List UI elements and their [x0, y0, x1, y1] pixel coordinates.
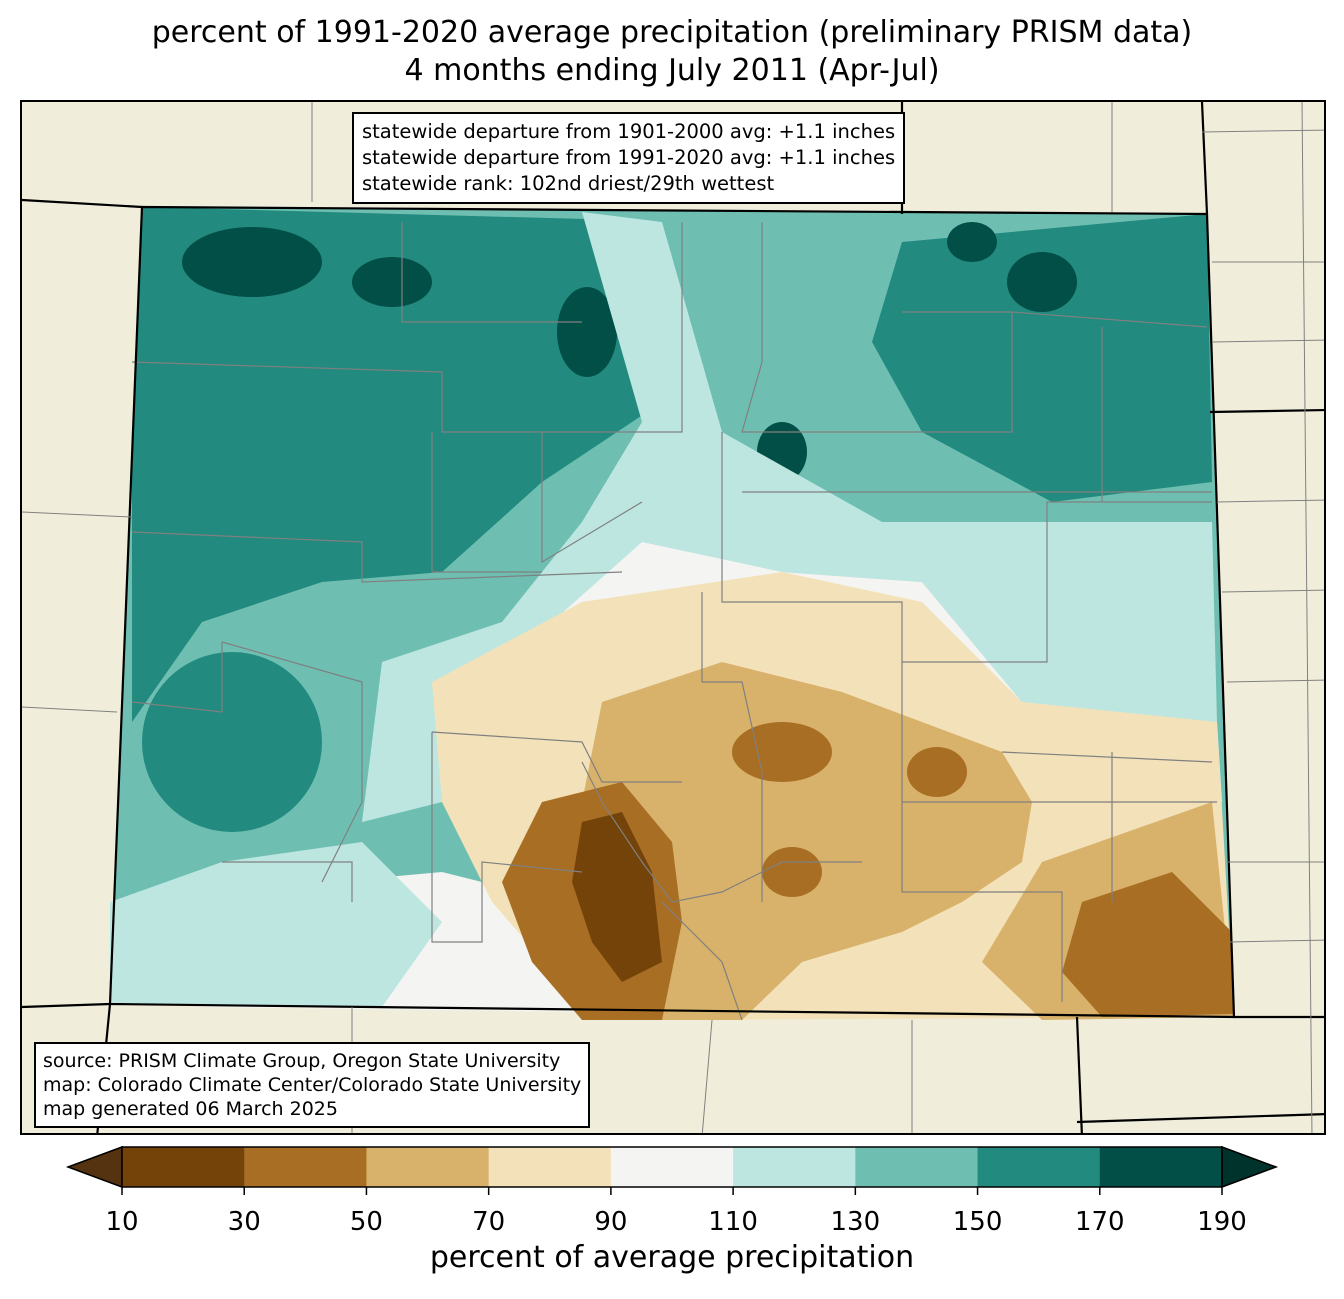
precip-fields [110, 207, 1234, 1020]
source-line-3: map generated 06 March 2025 [43, 1098, 338, 1120]
colorbar-label: percent of average precipitation [429, 1240, 915, 1275]
field-drier-4 [907, 747, 967, 797]
precipitation-map [22, 102, 1324, 1133]
colorbar-tick-label: 30 [228, 1207, 261, 1235]
field-wettest-5 [947, 222, 997, 262]
title-line-1: percent of 1991-2020 average precipitati… [151, 15, 1193, 50]
map-title: percent of 1991-2020 average precipitati… [0, 14, 1344, 90]
neighbor-county-lines [22, 102, 1324, 1133]
colorbar-bin-110-130 [733, 1147, 856, 1187]
field-wet-sw [142, 652, 322, 832]
colorbar-tick-label: 90 [594, 1207, 627, 1235]
colorbar-over-arrow [1221, 1145, 1279, 1189]
stats-line-2: statewide departure from 1991-2020 avg: … [362, 146, 896, 169]
field-wet-ne [872, 214, 1212, 502]
colorbar-under-arrow [65, 1145, 123, 1189]
field-drier-3 [732, 722, 832, 782]
field-light-wet-south [110, 842, 442, 1007]
field-wettest-1 [182, 227, 322, 297]
colorbar-bin-170-190 [1099, 1147, 1223, 1187]
colorbar-bin-50-70 [366, 1147, 490, 1187]
colorbar-ticks: 10 30 50 70 90 110 130 150 170 190 [105, 1187, 1247, 1235]
colorbar-tick-label: 50 [350, 1207, 383, 1235]
colorbar-bins [122, 1147, 1223, 1187]
stats-line-1: statewide departure from 1901-2000 avg: … [362, 120, 896, 143]
field-drier-5 [762, 847, 822, 897]
colorbar-tick-label: 170 [1075, 1207, 1125, 1235]
source-line-2: map: Colorado Climate Center/Colorado St… [43, 1074, 582, 1096]
colorbar-tick-label: 70 [472, 1207, 505, 1235]
colorbar-bin-150-170 [977, 1147, 1101, 1187]
colorbar-bin-90-110 [610, 1147, 734, 1187]
map-panel: statewide departure from 1901-2000 avg: … [20, 100, 1326, 1135]
colorbar-bin-10-30 [122, 1147, 245, 1187]
source-line-1: source: PRISM Climate Group, Oregon Stat… [43, 1050, 561, 1072]
colorbar-tick-label: 110 [708, 1207, 758, 1235]
title-line-2: 4 months ending July 2011 (Apr-Jul) [404, 53, 940, 88]
field-wettest-3 [557, 287, 617, 377]
colorbar-bin-30-50 [244, 1147, 367, 1187]
field-drier-2 [1062, 872, 1234, 1017]
colorbar-tick-label: 10 [105, 1207, 138, 1235]
field-wettest-2 [352, 257, 432, 307]
colorbar-outline [121, 1146, 1223, 1188]
field-wet-nw [132, 207, 662, 722]
stats-line-3: statewide rank: 102nd driest/29th wettes… [362, 172, 775, 195]
colorbar-bin-70-90 [488, 1147, 612, 1187]
field-driest [572, 812, 662, 982]
colorbar-tick-label: 190 [1197, 1207, 1247, 1235]
statewide-stats-box: statewide departure from 1901-2000 avg: … [352, 112, 906, 204]
source-box: source: PRISM Climate Group, Oregon Stat… [34, 1042, 591, 1128]
colorbar-bin-130-150 [855, 1147, 979, 1187]
field-wettest-4 [1007, 252, 1077, 312]
county-lines [131, 222, 1217, 1021]
colorbar: 10 30 50 70 90 110 130 150 170 190 [65, 1145, 1279, 1235]
colorbar-tick-label: 130 [831, 1207, 881, 1235]
colorbar-tick-label: 150 [953, 1207, 1003, 1235]
